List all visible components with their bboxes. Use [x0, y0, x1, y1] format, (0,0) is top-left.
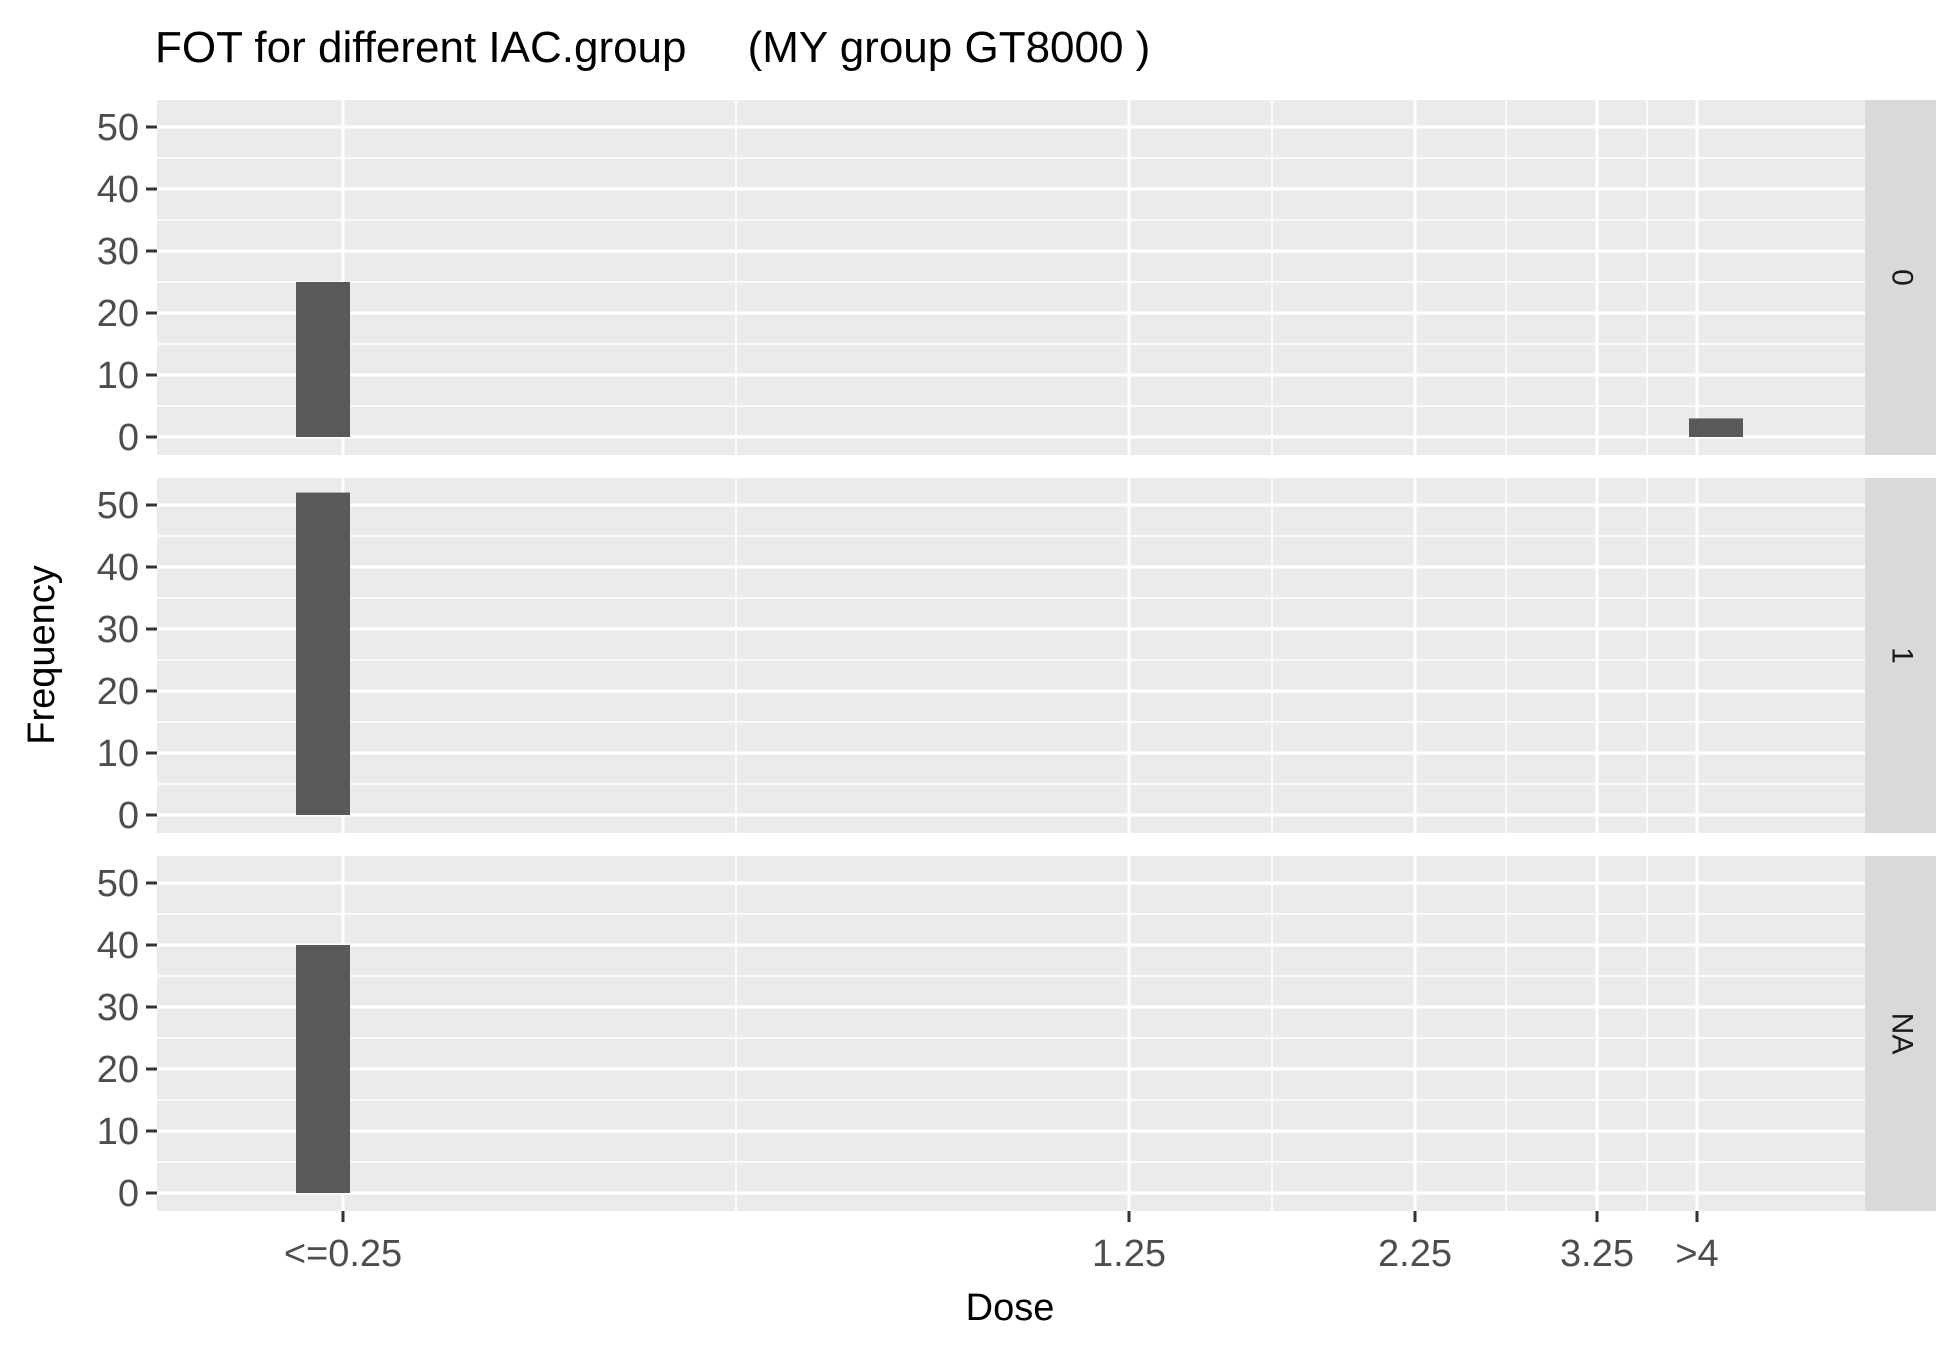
bar-0-<=0.25: [296, 282, 350, 437]
y-tick-label: 40: [97, 547, 139, 589]
y-tick-label: 20: [97, 293, 139, 335]
chart-title: FOT for different IAC.group (MY group GT…: [155, 23, 1150, 72]
y-tick-label: 50: [97, 863, 139, 905]
facet-strip: [1865, 100, 1936, 455]
y-tick-label: 30: [97, 609, 139, 651]
y-tick-label: 30: [97, 231, 139, 273]
x-tick-label: 3.25: [1560, 1233, 1634, 1275]
bar-0->4: [1689, 418, 1743, 437]
y-tick-label: 10: [97, 355, 139, 397]
bar-NA-<=0.25: [296, 945, 350, 1193]
y-tick-label: 0: [118, 417, 139, 459]
x-tick-label: >4: [1675, 1233, 1718, 1275]
y-tick-label: 10: [97, 733, 139, 775]
y-tick-label: 40: [97, 169, 139, 211]
y-tick-label: 0: [118, 1173, 139, 1215]
y-tick-label: 20: [97, 671, 139, 713]
y-tick-label: 50: [97, 485, 139, 527]
facet-strip-label: 0: [1886, 269, 1919, 286]
y-tick-label: 50: [97, 107, 139, 149]
x-axis: <=0.25 1.25 2.25 3.25 >4: [284, 1211, 1719, 1275]
facet-strip-label: NA: [1886, 1013, 1919, 1055]
y-tick-label: 0: [118, 795, 139, 837]
y-axis-title: Frequency: [21, 565, 63, 745]
y-tick-label: 20: [97, 1049, 139, 1091]
facet-panel-1: 0 10 20 30 40 50 1: [97, 473, 1936, 837]
facet-strip-label: 1: [1886, 647, 1919, 664]
panel-background: [157, 100, 1865, 455]
y-tick-label: 30: [97, 987, 139, 1029]
facet-panel-0: 0 10 20 30 40 50 0: [97, 95, 1936, 459]
y-tick-label: 10: [97, 1111, 139, 1153]
x-axis-title: Dose: [966, 1287, 1055, 1329]
x-tick-label: 2.25: [1378, 1233, 1452, 1275]
x-tick-label: 1.25: [1092, 1233, 1166, 1275]
facet-panel-NA: 0 10 20 30 40 50 NA: [97, 851, 1936, 1215]
facet-strip: [1865, 478, 1936, 833]
panel-background: [157, 856, 1865, 1211]
facet-strip: [1865, 856, 1936, 1211]
bar-1-<=0.25: [296, 492, 350, 815]
y-tick-label: 40: [97, 925, 139, 967]
x-tick-label: <=0.25: [284, 1233, 402, 1275]
panel-background: [157, 478, 1865, 833]
